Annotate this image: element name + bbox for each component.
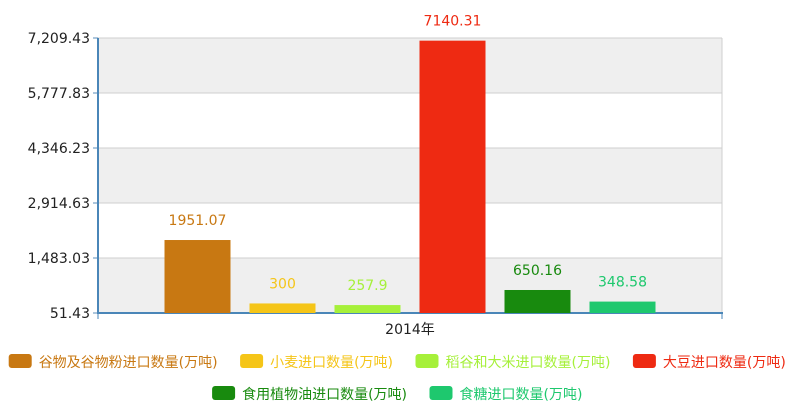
legend-swatch (240, 354, 264, 368)
legend-item: 小麦进口数量(万吨) (240, 354, 393, 371)
data-label: 348.58 (598, 275, 647, 291)
bar (504, 289, 571, 313)
legend-item: 食用植物油进口数量(万吨) (212, 386, 407, 403)
data-label: 1951.07 (169, 213, 227, 229)
plot-background (98, 38, 722, 313)
data-label: 7140.31 (424, 14, 482, 30)
legend-label: 食糖进口数量(万吨) (460, 386, 583, 403)
legend-item: 谷物及谷物粉进口数量(万吨) (8, 354, 218, 371)
legend-label: 谷物及谷物粉进口数量(万吨) (39, 355, 218, 371)
x-axis: 2014年 (97, 312, 723, 338)
bar (419, 40, 486, 314)
legend-swatch (212, 386, 236, 400)
y-tick-label: 7,209.43 (28, 31, 90, 47)
y-tick-label: 2,914.63 (28, 196, 90, 212)
bars (164, 40, 656, 314)
legend-swatch (429, 386, 453, 400)
y-axis: 51.43 1,483.03 2,914.63 4,346.23 5,777.83 7,2… (28, 31, 99, 322)
data-labels: 1951.07 300 257.9 7140.31 650.16 348.58 (169, 14, 647, 294)
y-tick-label: 1,483.03 (28, 251, 90, 267)
legend-swatch (8, 354, 32, 368)
legend-item: 食糖进口数量(万吨) (429, 386, 583, 403)
bar (589, 301, 656, 313)
data-label: 300 (269, 276, 296, 292)
legend-label: 稻谷和大米进口数量(万吨) (446, 355, 611, 371)
legend-item: 大豆进口数量(万吨) (632, 354, 786, 371)
plot-band (98, 93, 722, 148)
bar (334, 305, 401, 313)
data-label: 257.9 (347, 278, 387, 294)
y-tick-label: 51.43 (50, 306, 90, 322)
legend-swatch (632, 354, 656, 368)
legend-item: 稻谷和大米进口数量(万吨) (415, 354, 611, 371)
legend-label: 食用植物油进口数量(万吨) (242, 386, 407, 403)
bar (164, 240, 231, 313)
legend-label: 小麦进口数量(万吨) (270, 355, 393, 371)
legend-swatch (415, 354, 439, 368)
plot-band (98, 38, 722, 93)
bar (249, 303, 316, 313)
legend: 谷物及谷物粉进口数量(万吨) 小麦进口数量(万吨) 稻谷和大米进口数量(万吨) 大豆进… (8, 354, 786, 403)
data-label: 650.16 (513, 263, 562, 279)
y-tick-label: 5,777.83 (28, 86, 90, 102)
x-category-label: 2014年 (385, 322, 435, 338)
y-tick-label: 4,346.23 (28, 141, 90, 157)
legend-label: 大豆进口数量(万吨) (663, 355, 786, 371)
plot-band (98, 148, 722, 203)
